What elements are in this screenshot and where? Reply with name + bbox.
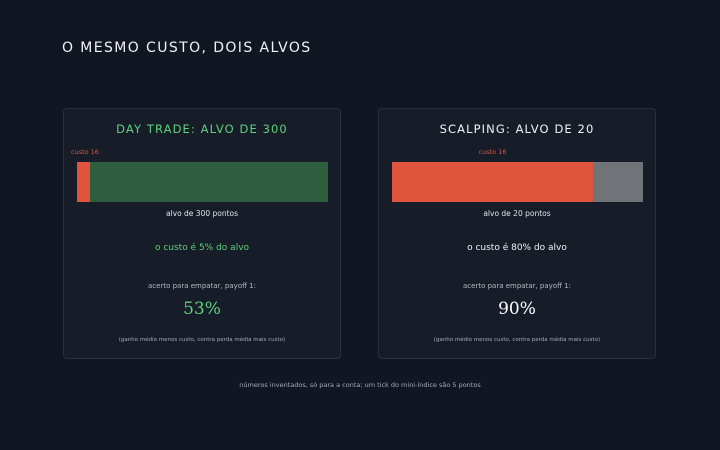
- cost-vs-target-bar: [77, 162, 328, 202]
- cost-percent-line: o custo é 80% do alvo: [467, 243, 567, 253]
- target-remainder-segment: [593, 162, 643, 202]
- cost-segment: [77, 162, 90, 202]
- breakeven-value: 90%: [498, 299, 536, 319]
- formula-note: (ganho médio menos custo, contra perda m…: [433, 337, 601, 343]
- breakeven-value: 53%: [183, 299, 221, 319]
- formula-note: (ganho médio menos custo, contra perda m…: [118, 337, 286, 343]
- scalping-card: SCALPING: ALVO DE 20 custo 16 alvo de 20…: [378, 108, 656, 359]
- bar-caption: alvo de 300 pontos: [165, 209, 239, 218]
- cost-label: custo 16: [71, 148, 99, 156]
- cost-label: custo 16: [478, 148, 507, 156]
- cost-vs-target-bar: [392, 162, 643, 202]
- card-title: SCALPING: ALVO DE 20: [439, 122, 595, 136]
- breakeven-label: acerto para empatar, payoff 1:: [148, 282, 256, 290]
- cost-segment: [392, 162, 593, 202]
- breakeven-label: acerto para empatar, payoff 1:: [463, 282, 571, 290]
- card-title: DAY TRADE: ALVO DE 300: [116, 122, 288, 136]
- page-title: O MESMO CUSTO, DOIS ALVOS: [62, 40, 312, 56]
- day-trade-card: DAY TRADE: ALVO DE 300 custo 16 alvo de …: [63, 108, 341, 359]
- footnote: números inventados, só para a conta; um …: [239, 381, 481, 389]
- target-remainder-segment: [90, 162, 328, 202]
- bar-caption: alvo de 20 pontos: [483, 209, 551, 218]
- cost-percent-line: o custo é 5% do alvo: [154, 243, 250, 253]
